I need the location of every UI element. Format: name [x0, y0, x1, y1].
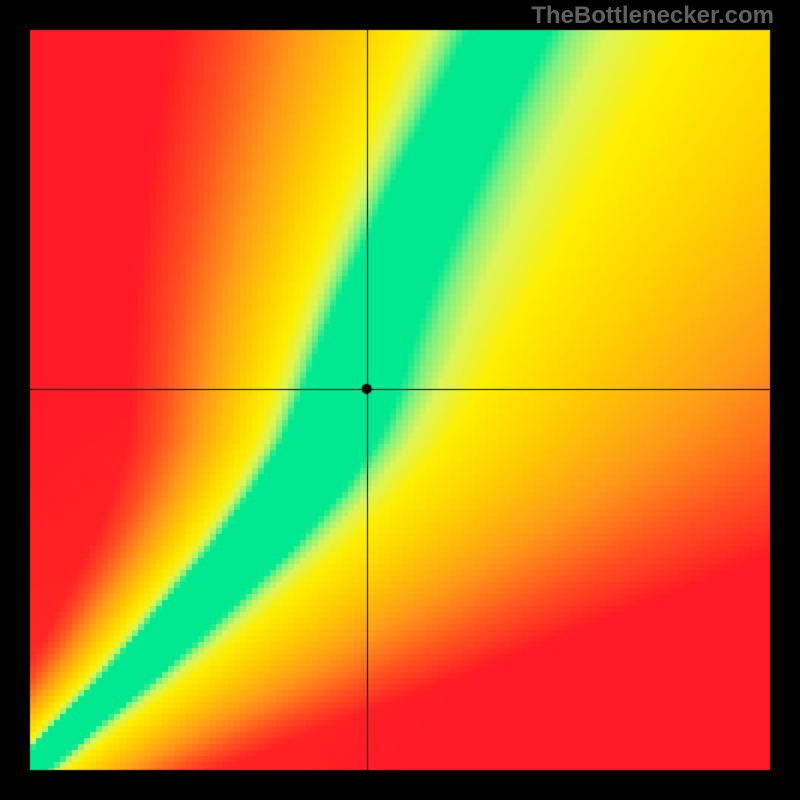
- heatmap-canvas: [0, 0, 800, 800]
- chart-container: TheBottlenecker.com: [0, 0, 800, 800]
- watermark-text: TheBottlenecker.com: [531, 2, 774, 30]
